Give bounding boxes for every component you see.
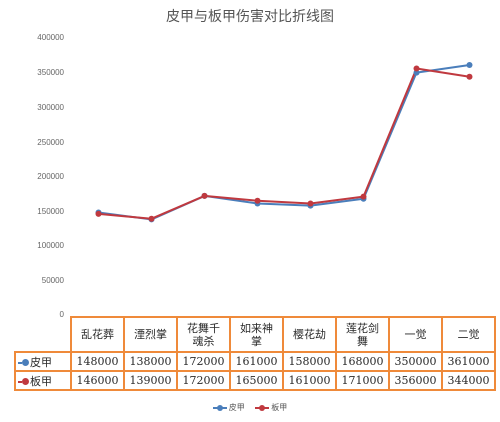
table-header-cell: 湮烈掌 <box>123 316 178 353</box>
data-point <box>466 73 473 80</box>
y-tick-label: 350000 <box>37 68 64 77</box>
data-point <box>413 69 420 76</box>
table-cell: 172000 <box>176 351 231 372</box>
data-point <box>413 65 420 72</box>
table-cell: 148000 <box>70 351 125 372</box>
table-header-cell: 花舞千 魂杀 <box>176 316 231 353</box>
y-tick-label: 400000 <box>37 33 64 42</box>
data-point <box>360 195 367 202</box>
data-point <box>148 215 155 222</box>
series-label-cell: 板甲 <box>14 370 72 391</box>
table-cell: 171000 <box>335 370 390 391</box>
table-header-cell: 樱花劫 <box>282 316 337 353</box>
y-tick-label: 250000 <box>37 138 64 147</box>
data-point <box>95 209 102 216</box>
table-corner-cell <box>15 317 72 353</box>
y-tick-label: 100000 <box>37 241 64 250</box>
table-cell: 168000 <box>335 351 390 372</box>
data-point <box>201 192 208 199</box>
table-cell: 172000 <box>176 370 231 391</box>
series-marker-icon <box>22 359 29 366</box>
table-cell: 165000 <box>229 370 284 391</box>
y-tick-label: 50000 <box>41 276 64 285</box>
series-marker-icon <box>22 378 29 385</box>
data-point <box>95 210 102 217</box>
table-cell: 161000 <box>282 370 337 391</box>
y-tick-label: 150000 <box>37 207 64 216</box>
table-header-cell: 一觉 <box>388 316 443 353</box>
table-header-cell: 二觉 <box>441 316 496 353</box>
table-cell: 158000 <box>282 351 337 372</box>
table-cell: 139000 <box>123 370 178 391</box>
y-tick-label: 200000 <box>37 172 64 181</box>
y-tick-label: 0 <box>59 310 64 319</box>
table-cell: 138000 <box>123 351 178 372</box>
data-point <box>307 202 314 209</box>
table-cell: 161000 <box>229 351 284 372</box>
series-line <box>98 64 470 221</box>
y-tick-label: 300000 <box>37 103 64 112</box>
table-row: 皮甲 148000 138000 172000 161000 158000 16… <box>14 351 496 372</box>
data-point <box>254 200 261 207</box>
series-label-cell: 皮甲 <box>14 351 72 372</box>
table-cell: 146000 <box>70 370 125 391</box>
table-header-row: 乱花葬 湮烈掌 花舞千 魂杀 如来神掌 樱花劫 莲花剑舞 一觉 二觉 <box>15 316 496 353</box>
table-cell: 350000 <box>388 351 443 372</box>
table-header-cell: 莲花剑舞 <box>335 316 390 353</box>
data-table: 乱花葬 湮烈掌 花舞千 魂杀 如来神掌 樱花劫 莲花剑舞 一觉 二觉 皮甲 148… <box>14 316 496 391</box>
table-cell: 361000 <box>441 351 496 372</box>
table-cell: 344000 <box>441 370 496 391</box>
data-point <box>307 200 314 207</box>
data-point <box>360 193 367 200</box>
table-header-cell: 如来神掌 <box>229 316 284 353</box>
chart-title: 皮甲与板甲伤害对比折线图 <box>166 9 334 25</box>
series-line <box>98 67 470 220</box>
data-point <box>148 216 155 223</box>
table-header-cell: 乱花葬 <box>70 316 125 353</box>
table-row: 板甲 146000 139000 172000 165000 161000 17… <box>14 370 496 391</box>
table-cell: 356000 <box>388 370 443 391</box>
legend-item: 板甲 <box>255 402 287 413</box>
data-point <box>254 197 261 204</box>
data-point <box>201 192 208 199</box>
legend: 皮甲 板甲 <box>0 402 500 413</box>
data-point <box>466 62 473 68</box>
legend-item: 皮甲 <box>212 402 245 413</box>
